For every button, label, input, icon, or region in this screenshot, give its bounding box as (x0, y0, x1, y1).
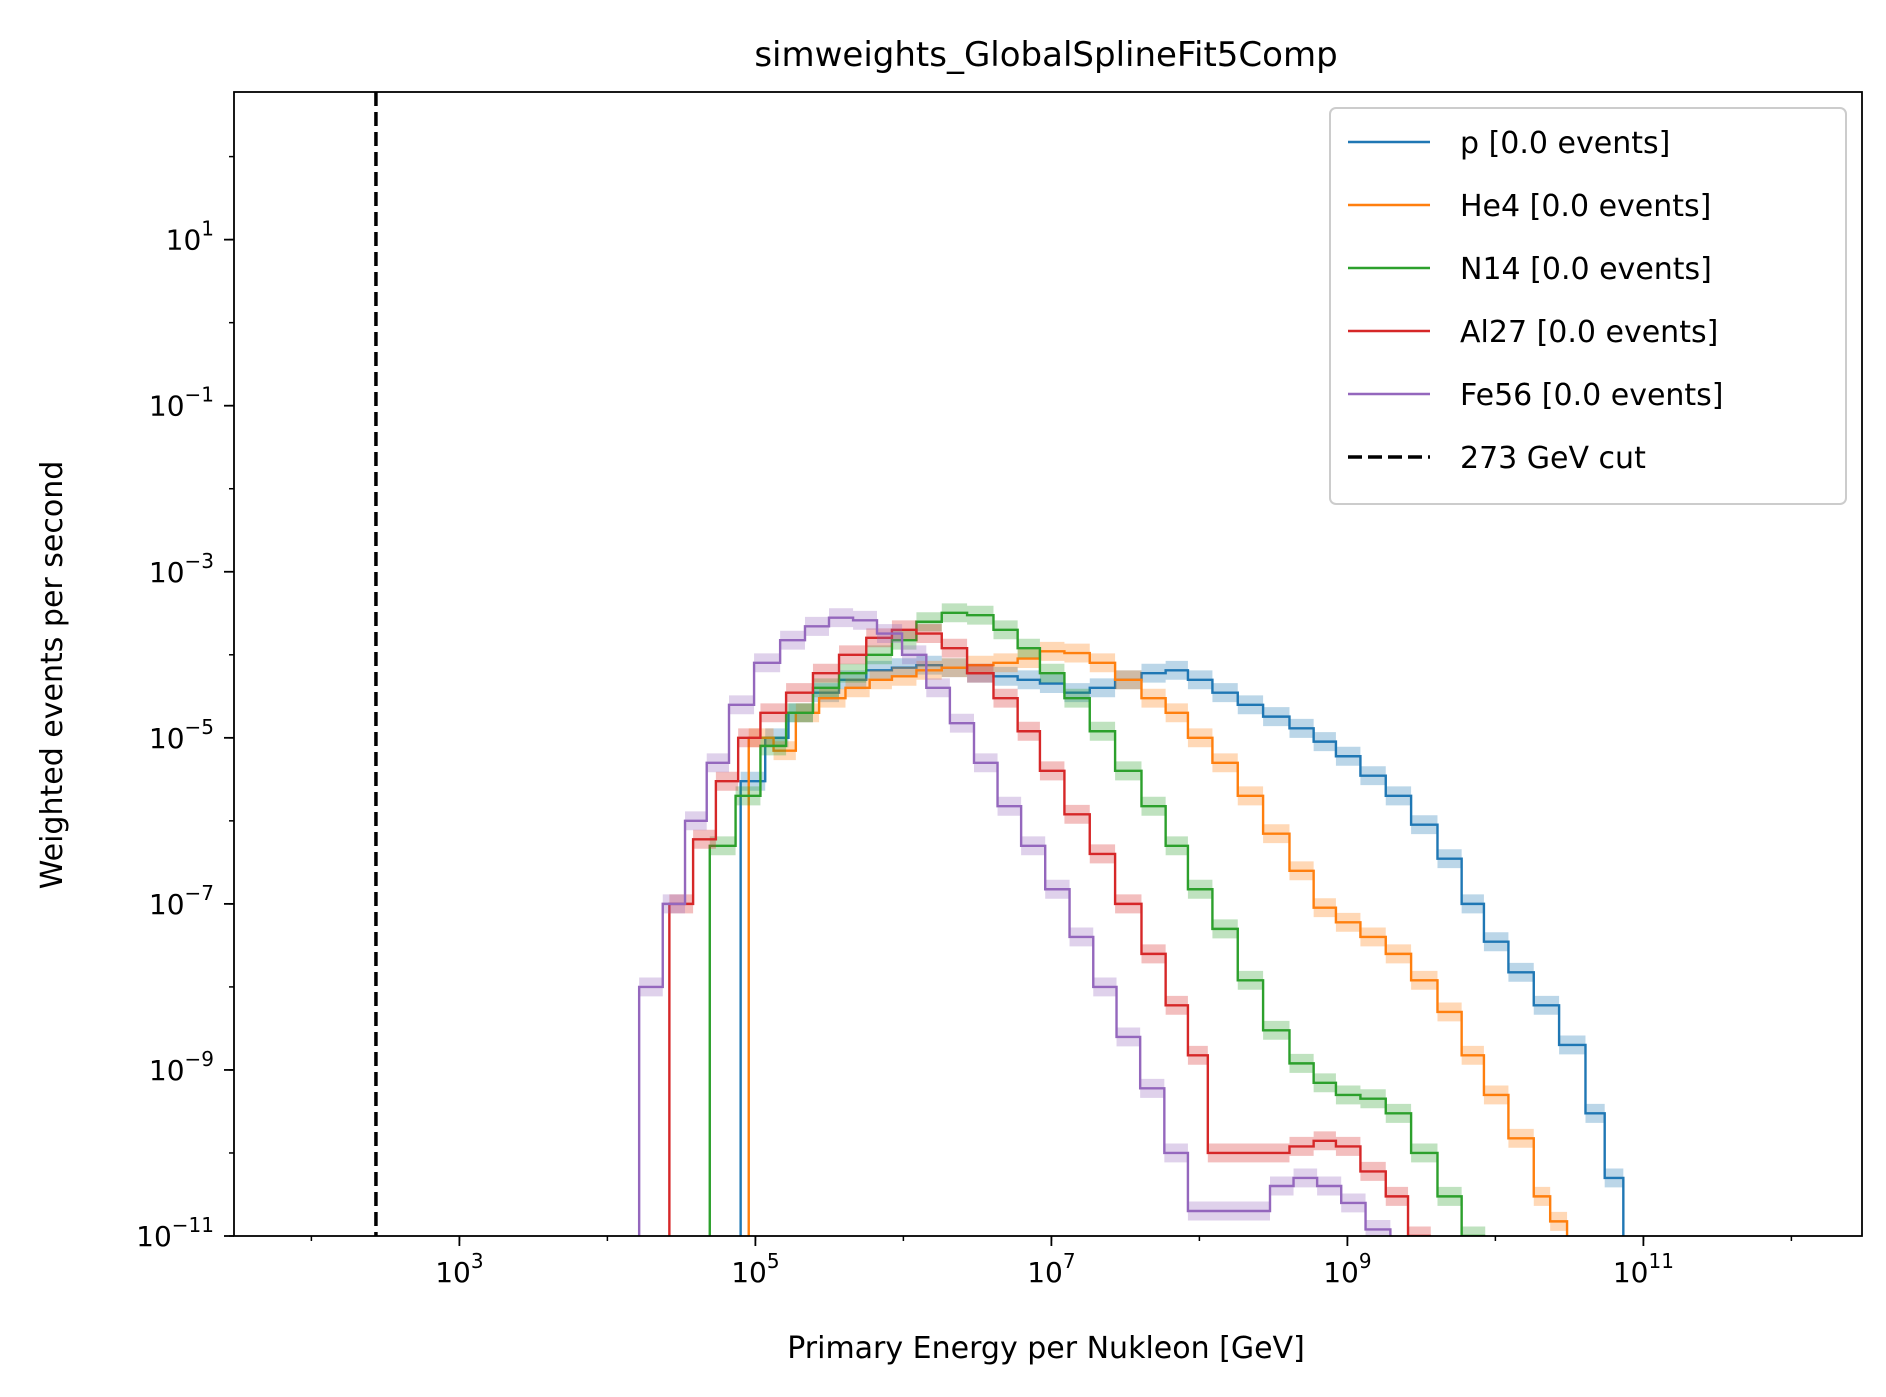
y-tick-label: 10−11 (136, 1213, 214, 1253)
series-band-2 (709, 603, 1486, 1236)
y-tick-base: 10 (149, 1054, 185, 1087)
y-tick-exponent: 1 (201, 217, 214, 241)
series-line-0 (739, 663, 1625, 1236)
legend-label-4: Fe56 [0.0 events] (1460, 378, 1724, 413)
plot-frame (233, 91, 1863, 1237)
y-tick-label: 10−1 (149, 383, 214, 423)
legend: p [0.0 events] He4 [0.0 events] N14 [0.0 e… (1329, 107, 1847, 505)
y-tick-exponent: −7 (185, 881, 214, 905)
y-tick-label: 10−5 (149, 715, 214, 755)
legend-label-0: p [0.0 events] (1460, 126, 1670, 161)
y-tick-exponent: −11 (172, 1213, 214, 1237)
x-tick-exponent: 7 (1063, 1249, 1076, 1273)
y-tick-base: 10 (149, 390, 185, 423)
legend-label-3: Al27 [0.0 events] (1460, 315, 1718, 350)
series-line-3 (668, 628, 1431, 1236)
y-tick-base: 10 (136, 1220, 172, 1253)
series-line-2 (708, 611, 1486, 1236)
x-axis-label: Primary Energy per Nukleon [GeV] (787, 1331, 1305, 1366)
y-axis-label: Weighted events per second (35, 461, 70, 890)
series-band-4 (639, 608, 1391, 1236)
y-tick-label: 101 (166, 217, 214, 257)
y-tick-label: 10−7 (149, 881, 214, 921)
series-band-1 (748, 641, 1568, 1231)
y-tick-base: 10 (166, 224, 202, 257)
x-tick-exponent: 11 (1648, 1249, 1673, 1273)
data-layer (374, 92, 1625, 1236)
series-band-0 (740, 655, 1624, 1188)
x-tick-exponent: 3 (471, 1249, 484, 1273)
legend-label-2: N14 [0.0 events] (1460, 252, 1712, 287)
series-line-1 (747, 650, 1569, 1236)
legend-box (1329, 107, 1847, 505)
chart-title: simweights_GlobalSplineFit5Comp (754, 35, 1337, 75)
y-tick-exponent: −9 (185, 1047, 214, 1071)
y-tick-label: 10−9 (149, 1047, 214, 1087)
y-tick-base: 10 (149, 556, 185, 589)
x-tick-exponent: 9 (1359, 1249, 1372, 1273)
y-tick-label: 10−3 (149, 549, 214, 589)
y-tick-exponent: −1 (185, 383, 214, 407)
x-tick-exponent: 5 (767, 1249, 780, 1273)
legend-label-5: 273 GeV cut (1460, 441, 1646, 476)
series-line-4 (637, 616, 1392, 1236)
y-tick-base: 10 (149, 888, 185, 921)
legend-label-1: He4 [0.0 events] (1460, 189, 1711, 224)
y-tick-exponent: −3 (185, 549, 214, 573)
y-tick-exponent: −5 (185, 715, 214, 739)
y-tick-base: 10 (149, 722, 185, 755)
